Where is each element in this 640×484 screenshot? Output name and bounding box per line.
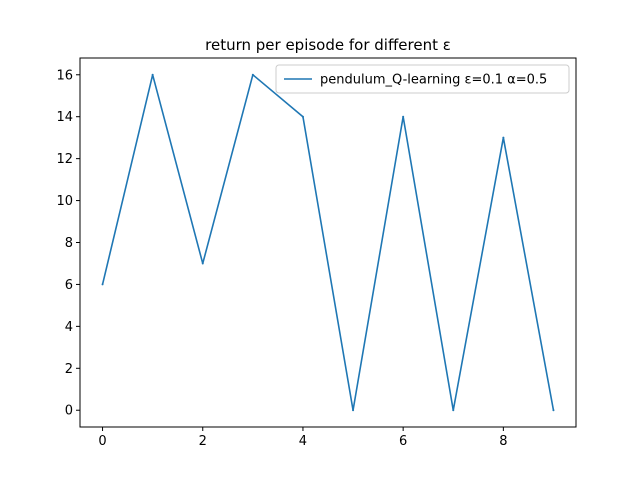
y-tick-label: 14: [56, 110, 73, 125]
legend-label: pendulum_Q-learning ε=0.1 α=0.5: [320, 73, 547, 88]
data-point: [151, 73, 154, 76]
x-axis: 0 2 4 6 8: [98, 427, 507, 449]
data-point: [502, 136, 505, 139]
series-line: [101, 73, 555, 412]
y-tick-label: 6: [65, 278, 73, 293]
axes-frame: [79, 57, 577, 428]
legend-box: [275, 64, 570, 94]
plot-area: [101, 73, 555, 412]
x-tick-label: 2: [199, 434, 207, 449]
y-tick-label: 4: [65, 320, 73, 335]
x-tick-label: 4: [299, 434, 307, 449]
data-point: [251, 73, 254, 76]
x-tick-label: 8: [499, 434, 507, 449]
x-tick-label: 0: [98, 434, 106, 449]
data-point: [301, 115, 304, 118]
y-tick-label: 0: [65, 404, 73, 419]
data-point: [201, 262, 204, 265]
data-point: [402, 115, 405, 118]
data-point: [552, 409, 555, 412]
data-point: [452, 409, 455, 412]
chart-title: return per episode for different ε: [205, 36, 451, 54]
y-tick-label: 16: [56, 68, 73, 83]
legend: pendulum_Q-learning ε=0.1 α=0.5: [275, 64, 570, 94]
y-tick-label: 8: [65, 236, 73, 251]
data-point: [101, 283, 104, 286]
y-axis: 0 2 4 6 8 10 12 14 16: [56, 68, 80, 419]
data-point: [352, 409, 355, 412]
y-tick-label: 12: [56, 152, 73, 167]
x-tick-label: 6: [399, 434, 407, 449]
y-tick-label: 2: [65, 362, 73, 377]
y-tick-label: 10: [56, 194, 73, 209]
